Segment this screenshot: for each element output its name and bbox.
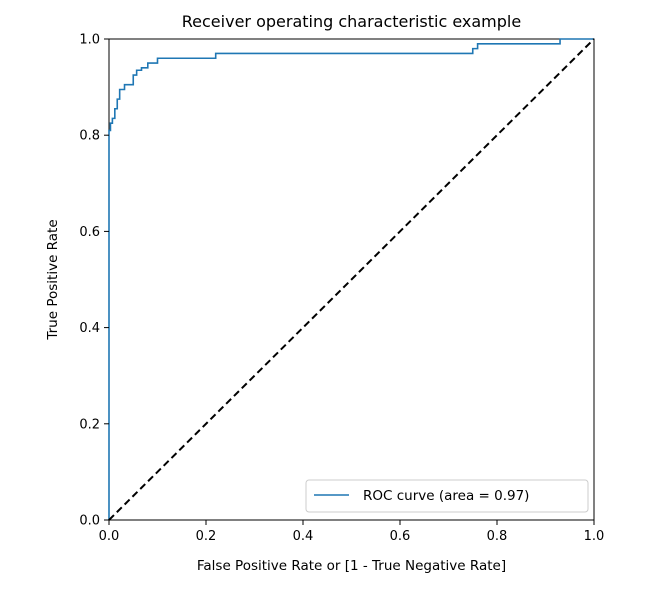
y-axis-label: True Positive Rate bbox=[45, 219, 61, 340]
x-tick-label: 0.4 bbox=[293, 529, 314, 544]
x-tick-label: 0.6 bbox=[390, 529, 411, 544]
y-tick-label: 0.2 bbox=[79, 417, 100, 432]
legend: ROC curve (area = 0.97) bbox=[305, 479, 589, 513]
roc-curve-line bbox=[108, 38, 594, 520]
x-tick-label: 1.0 bbox=[584, 529, 605, 544]
legend-box bbox=[305, 479, 589, 513]
x-tick-label: 0.8 bbox=[487, 529, 508, 544]
x-tick-label: 0.2 bbox=[196, 529, 217, 544]
y-tick-label: 0.4 bbox=[79, 321, 100, 336]
legend-label-roc-curve: ROC curve (area = 0.97) bbox=[363, 488, 529, 504]
axis-ticks: 0.0 0.2 0.4 0.6 0.8 1.0 0.0 0.2 0.4 0.6 0.8 1.0 bbox=[79, 33, 604, 545]
y-tick-label: 0.0 bbox=[79, 514, 100, 529]
chart-title: Receiver operating characteristic exampl… bbox=[182, 12, 521, 31]
y-tick-label: 0.6 bbox=[79, 225, 100, 240]
y-tick-label: 0.8 bbox=[79, 129, 100, 144]
chance-diagonal-line bbox=[108, 38, 595, 521]
x-tick-label: 0.0 bbox=[99, 529, 120, 544]
x-axis-label: False Positive Rate or [1 - True Negativ… bbox=[197, 558, 506, 574]
y-tick-label: 1.0 bbox=[79, 33, 100, 48]
series-layer bbox=[108, 38, 595, 521]
